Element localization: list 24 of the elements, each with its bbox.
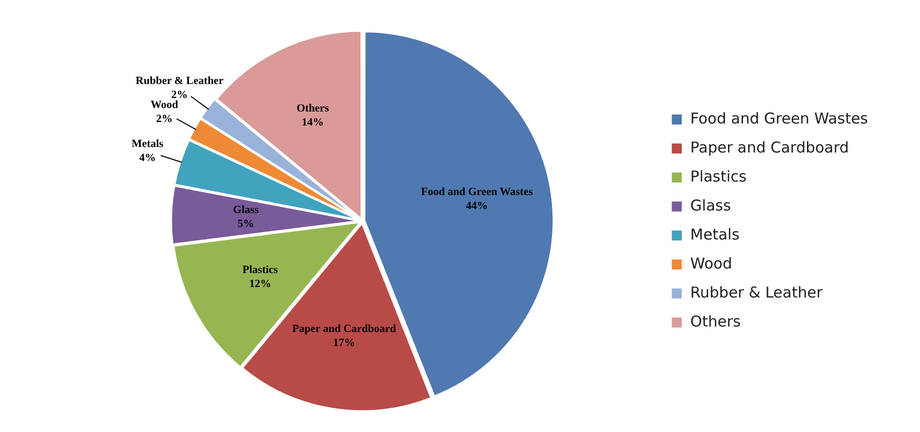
- slice-label: Food and Green Wastes: [421, 186, 534, 198]
- slice-label: Paper and Cardboard: [292, 322, 396, 335]
- legend-label: Others: [690, 312, 741, 330]
- legend-label: Glass: [690, 196, 732, 214]
- data-label: 14%: [302, 116, 324, 128]
- slice-label: Plastics: [242, 264, 279, 276]
- data-label: 17%: [333, 336, 356, 349]
- data-label: 4%: [139, 152, 156, 164]
- data-label: 5%: [238, 218, 254, 230]
- legend-label: Wood: [690, 254, 732, 272]
- slice-label: Others: [296, 102, 330, 114]
- legend-label: Food and Green Wastes: [690, 109, 868, 128]
- legend-label: Rubber & Leather: [690, 283, 824, 302]
- legend-label: Metals: [690, 225, 740, 244]
- legend-label: Paper and Cardboard: [690, 138, 849, 156]
- data-label: 44%: [466, 200, 488, 212]
- slice-label: Glass: [233, 204, 260, 216]
- legend-label: Plastics: [690, 167, 747, 186]
- data-label: 2%: [156, 112, 173, 125]
- slice-label: Metals: [132, 138, 164, 150]
- data-label: 2%: [171, 89, 188, 102]
- slice-label: Wood: [150, 98, 178, 111]
- data-label: 12%: [249, 278, 272, 290]
- slice-label: Rubber & Leather: [136, 75, 224, 88]
